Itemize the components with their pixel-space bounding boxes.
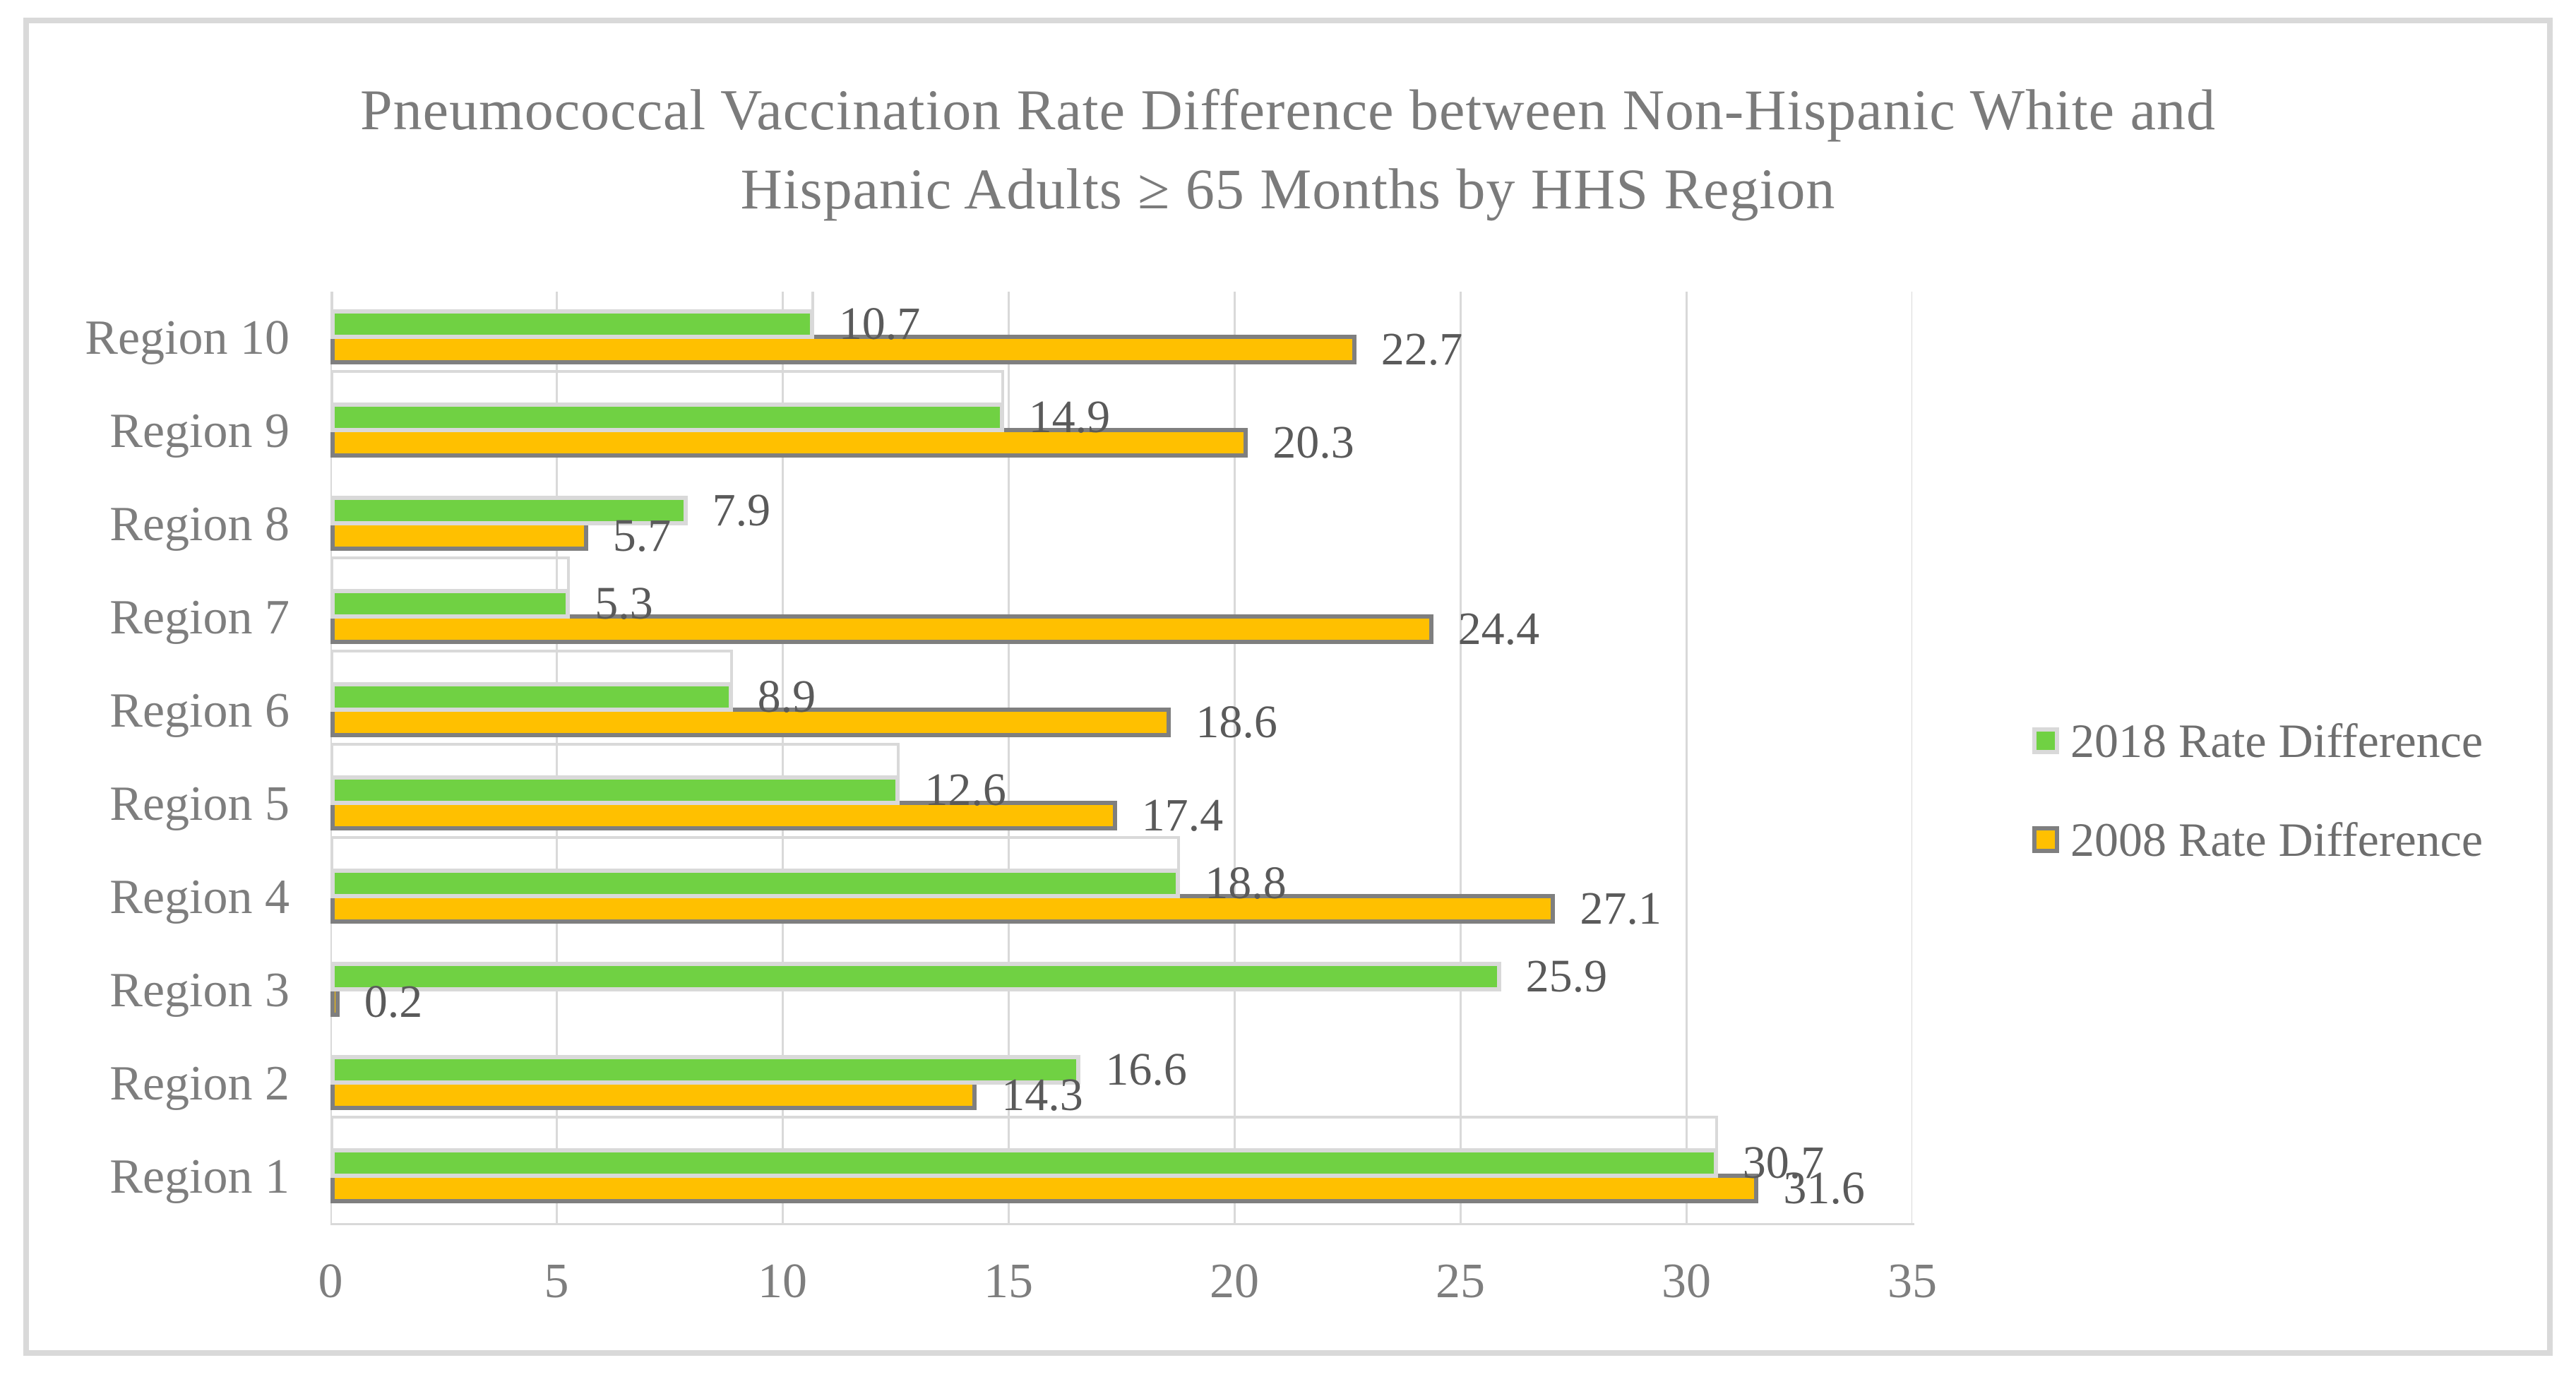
bar-group-region-4: 18.8 27.1 [330, 836, 1912, 944]
gridline [1007, 292, 1010, 1224]
bar-highlight-region-4 [330, 836, 1181, 871]
category-label-region-2: Region 2 [109, 1056, 290, 1111]
bar-highlight-region-5 [330, 743, 900, 778]
bar-2008-region-9 [330, 428, 1248, 458]
tick-label-10: 10 [758, 1254, 807, 1309]
gridline [1233, 292, 1236, 1224]
value-label-2018-region-9: 14.9 [1028, 391, 1111, 443]
bar-highlight-region-1 [330, 1116, 1718, 1151]
value-axis-line [330, 1223, 1914, 1225]
legend-item-2008: 2008 Rate Difference [2032, 813, 2483, 866]
bar-highlight-region-7 [330, 556, 571, 592]
bar-group-region-10: 10.7 22.7 [330, 292, 1912, 385]
bar-2018-region-7 [330, 589, 571, 619]
legend-item-2018: 2018 Rate Difference [2032, 714, 2483, 768]
value-label-2008-region-8: 5.7 [612, 510, 672, 561]
gridline [1459, 292, 1462, 1224]
category-label-region-3: Region 3 [109, 963, 290, 1018]
bar-group-region-9: 14.9 20.3 [330, 370, 1912, 478]
gridline [781, 292, 784, 1224]
bar-2008-region-8 [330, 521, 588, 551]
bar-2008-region-2 [330, 1080, 977, 1110]
bar-2008-region-3 [330, 987, 340, 1017]
value-label-2018-region-7: 5.3 [595, 578, 653, 629]
bar-2018-region-8 [330, 496, 688, 525]
tick-label-35: 35 [1888, 1254, 1937, 1309]
tick-label-25: 25 [1436, 1254, 1485, 1309]
value-label-2018-region-4: 18.8 [1205, 857, 1287, 909]
category-label-region-5: Region 5 [109, 777, 290, 831]
value-label-2008-region-2: 14.3 [1001, 1069, 1083, 1121]
category-label-region-4: Region 4 [109, 870, 290, 924]
bar-group-region-2: 16.6 14.3 [330, 1037, 1912, 1131]
chart-title: Pneumococcal Vaccination Rate Difference… [123, 71, 2453, 229]
bar-2018-region-4 [330, 869, 1181, 898]
bar-2008-region-1 [330, 1174, 1759, 1203]
bar-2008-region-4 [330, 894, 1556, 924]
value-label-2008-region-3: 0.2 [364, 976, 423, 1027]
value-label-2008-region-5: 17.4 [1141, 789, 1224, 841]
value-label-2018-region-3: 25.9 [1525, 950, 1608, 1002]
tick-label-0: 0 [318, 1254, 343, 1309]
tick-label-30: 30 [1662, 1254, 1711, 1309]
plot-area: 10.7 22.7 14.9 20.3 7.9 5.7 5.3 24.4 8.9 18.6 12.6… [330, 292, 1912, 1224]
tick-label-20: 20 [1210, 1254, 1259, 1309]
bar-2008-region-6 [330, 708, 1171, 737]
category-label-region-1: Region 1 [109, 1150, 290, 1204]
tick-label-15: 15 [984, 1254, 1033, 1309]
value-axis-ticks: 0 5 10 15 20 25 30 35 [318, 1250, 1938, 1313]
bar-2018-region-9 [330, 403, 1004, 432]
category-label-region-7: Region 7 [109, 590, 290, 645]
legend: 2018 Rate Difference 2008 Rate Differenc… [2032, 714, 2483, 919]
bar-highlight-region-6 [330, 650, 733, 685]
category-label-region-10: Region 10 [85, 311, 290, 365]
value-label-2008-region-4: 27.1 [1580, 883, 1662, 934]
tick-label-5: 5 [544, 1254, 569, 1309]
category-label-region-6: Region 6 [109, 684, 290, 738]
value-label-2008-region-6: 18.6 [1195, 696, 1277, 748]
value-label-2018-region-6: 8.9 [757, 671, 816, 722]
legend-swatch-2008-icon [2032, 826, 2059, 853]
bar-2018-region-2 [330, 1055, 1081, 1085]
category-axis: Region 10 Region 9 Region 8 Region 7 Region … [0, 292, 290, 1224]
bar-2018-region-5 [330, 775, 900, 805]
bar-2018-region-3 [330, 962, 1501, 991]
value-label-2008-region-9: 20.3 [1272, 417, 1354, 468]
value-label-2008-region-7: 24.4 [1457, 603, 1540, 655]
bar-group-region-5: 12.6 17.4 [330, 743, 1912, 851]
gridline [1911, 292, 1912, 1224]
gridline [1685, 292, 1688, 1224]
bar-group-region-1: 30.7 31.6 [330, 1116, 1912, 1224]
category-label-region-8: Region 8 [109, 497, 290, 552]
legend-label-2018: 2018 Rate Difference [2070, 714, 2483, 768]
bar-2018-region-6 [330, 682, 733, 712]
gridline [555, 292, 558, 1224]
value-label-2018-region-5: 12.6 [924, 764, 1006, 816]
value-label-2018-region-8: 7.9 [712, 484, 771, 536]
value-label-2018-region-2: 16.6 [1105, 1044, 1187, 1095]
category-label-region-9: Region 9 [109, 404, 290, 458]
bar-2008-region-7 [330, 614, 1433, 644]
value-label-2008-region-1: 31.6 [1783, 1162, 1865, 1214]
value-label-2018-region-10: 10.7 [838, 298, 921, 350]
bar-group-region-6: 8.9 18.6 [330, 650, 1912, 758]
chart-title-line2: Hispanic Adults ≥ 65 Months by HHS Regio… [740, 157, 1836, 221]
value-label-2008-region-10: 22.7 [1381, 323, 1463, 375]
bar-2018-region-1 [330, 1148, 1718, 1178]
legend-swatch-2018-icon [2032, 727, 2059, 754]
bar-2018-region-10 [330, 309, 814, 339]
bar-group-region-7: 5.3 24.4 [330, 556, 1912, 664]
bar-group-region-8: 7.9 5.7 [330, 478, 1912, 571]
legend-label-2008: 2008 Rate Difference [2070, 813, 2483, 866]
bar-group-region-3: 25.9 0.2 [330, 944, 1912, 1037]
bar-highlight-region-9 [330, 370, 1004, 405]
chart-title-line1: Pneumococcal Vaccination Rate Difference… [360, 78, 2216, 142]
bar-2008-region-10 [330, 335, 1356, 364]
